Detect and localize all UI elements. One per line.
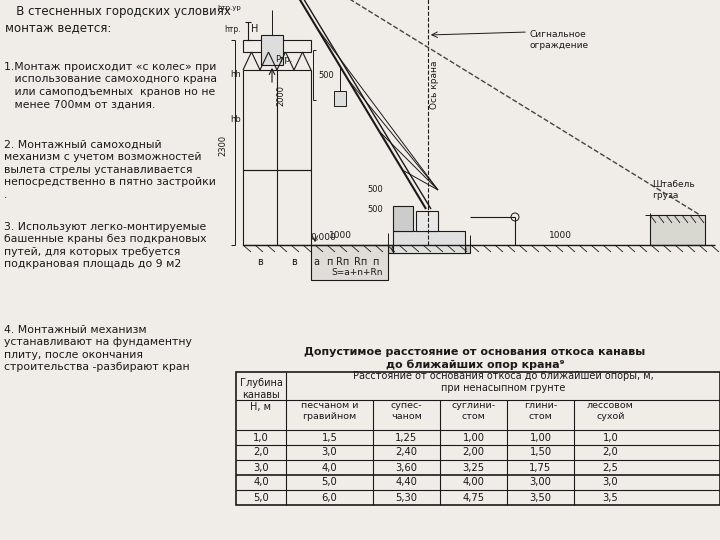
Text: 3,5: 3,5 (603, 492, 618, 503)
Text: 3,0: 3,0 (322, 448, 337, 457)
Text: 4,75: 4,75 (462, 492, 485, 503)
Text: до ближайших опор крана⁹: до ближайших опор крана⁹ (386, 359, 564, 369)
Text: в: в (257, 257, 263, 267)
Bar (393, 231, 465, 253)
Text: 3,0: 3,0 (253, 462, 269, 472)
Text: 3. Используют легко-монтируемые
башенные краны без подкрановых
путей, для которы: 3. Используют легко-монтируемые башенные… (4, 222, 207, 269)
Text: 3,60: 3,60 (395, 462, 418, 472)
Text: супес-
чаном: супес- чаном (391, 401, 423, 421)
Bar (261, 35, 283, 65)
Text: 6,0: 6,0 (322, 492, 338, 503)
Text: hтр.ур: hтр.ур (217, 5, 241, 11)
Text: Ось крана: Ось крана (430, 60, 439, 109)
Text: 4,0: 4,0 (253, 477, 269, 488)
Text: 1.Монтаж происходит «с колес» при
   использование самоходного крана
   или само: 1.Монтаж происходит «с колес» при исполь… (4, 62, 217, 109)
Text: 1,0: 1,0 (603, 433, 618, 442)
Text: hh: hh (230, 70, 241, 79)
Text: 1,25: 1,25 (395, 433, 418, 442)
Text: Rп: Rп (354, 257, 368, 267)
Text: 1,00: 1,00 (462, 433, 485, 442)
Text: суглини-
стом: суглини- стом (451, 401, 495, 421)
Text: hb: hb (230, 115, 241, 124)
Text: песчаном и
гравийном: песчаном и гравийном (301, 401, 359, 421)
Text: п: п (372, 257, 378, 267)
Text: 2. Монтажный самоходный
механизм с учетом возможностей
вылета стрелы устанавлива: 2. Монтажный самоходный механизм с учето… (4, 140, 216, 200)
Text: В стесненных городских условиях
монтаж ведется:: В стесненных городских условиях монтаж в… (5, 5, 231, 34)
Text: a: a (313, 257, 319, 267)
Text: 5,0: 5,0 (253, 492, 269, 503)
Text: 5,0: 5,0 (322, 477, 338, 488)
Text: 1,5: 1,5 (322, 433, 338, 442)
Bar (388, 245, 470, 253)
Text: 1,0: 1,0 (253, 433, 269, 442)
Text: 3,0: 3,0 (603, 477, 618, 488)
Text: H: H (251, 24, 258, 34)
Bar (311, 245, 388, 280)
Text: Pгр.: Pгр. (275, 56, 292, 64)
Text: 2,0: 2,0 (253, 448, 269, 457)
Text: 1,75: 1,75 (529, 462, 552, 472)
Bar (243, 170, 311, 245)
Text: Rп: Rп (336, 257, 350, 267)
Text: 4. Монтажный механизм
устанавливают на фундаментну
плиту, после окончания
строит: 4. Монтажный механизм устанавливают на ф… (4, 325, 192, 372)
Text: в: в (291, 257, 297, 267)
Text: 500: 500 (367, 186, 383, 194)
Text: 5,30: 5,30 (395, 492, 418, 503)
Text: 4,40: 4,40 (395, 477, 418, 488)
Bar (236, 372, 720, 505)
Bar (334, 91, 346, 106)
Text: 500: 500 (367, 206, 383, 214)
Text: 1,50: 1,50 (529, 448, 552, 457)
Text: 1000: 1000 (549, 231, 572, 240)
Text: 2,40: 2,40 (395, 448, 418, 457)
Text: 1,00: 1,00 (529, 433, 552, 442)
Bar (243, 70, 311, 170)
Text: глини-
стом: глини- стом (524, 401, 557, 421)
Text: 4,0: 4,0 (322, 462, 337, 472)
Text: Штабель
груза: Штабель груза (652, 180, 695, 200)
Text: S=a+n+Rn: S=a+n+Rn (331, 268, 383, 277)
Text: hтр.: hтр. (225, 25, 241, 34)
Text: 3,50: 3,50 (529, 492, 552, 503)
Text: 2,0: 2,0 (603, 448, 618, 457)
Bar (243, 40, 311, 52)
Bar (416, 211, 438, 231)
Text: 2,5: 2,5 (603, 462, 618, 472)
Text: 3,00: 3,00 (530, 477, 552, 488)
Text: 0,000: 0,000 (310, 233, 336, 242)
Text: Допустимое расстояние от основания откоса канавы: Допустимое расстояние от основания откос… (305, 347, 646, 357)
Text: Расстояние от основания откоса до ближайшей опоры, м,
при ненасыпном грунте: Расстояние от основания откоса до ближай… (353, 371, 653, 393)
Text: 2300: 2300 (218, 134, 228, 156)
Text: 1000: 1000 (328, 231, 351, 240)
Bar (650, 215, 705, 245)
Text: 500: 500 (318, 71, 334, 79)
Text: 4,00: 4,00 (462, 477, 485, 488)
Text: лессовом
сухой: лессовом сухой (587, 401, 634, 421)
Text: 2,00: 2,00 (462, 448, 485, 457)
Bar (393, 206, 413, 231)
Text: 2000: 2000 (276, 84, 285, 105)
Text: п: п (326, 257, 332, 267)
Text: Глубина
канавы
Н, м: Глубина канавы Н, м (240, 377, 282, 413)
Text: 3,25: 3,25 (462, 462, 485, 472)
Text: Сигнальное
ограждение: Сигнальное ограждение (530, 30, 589, 50)
